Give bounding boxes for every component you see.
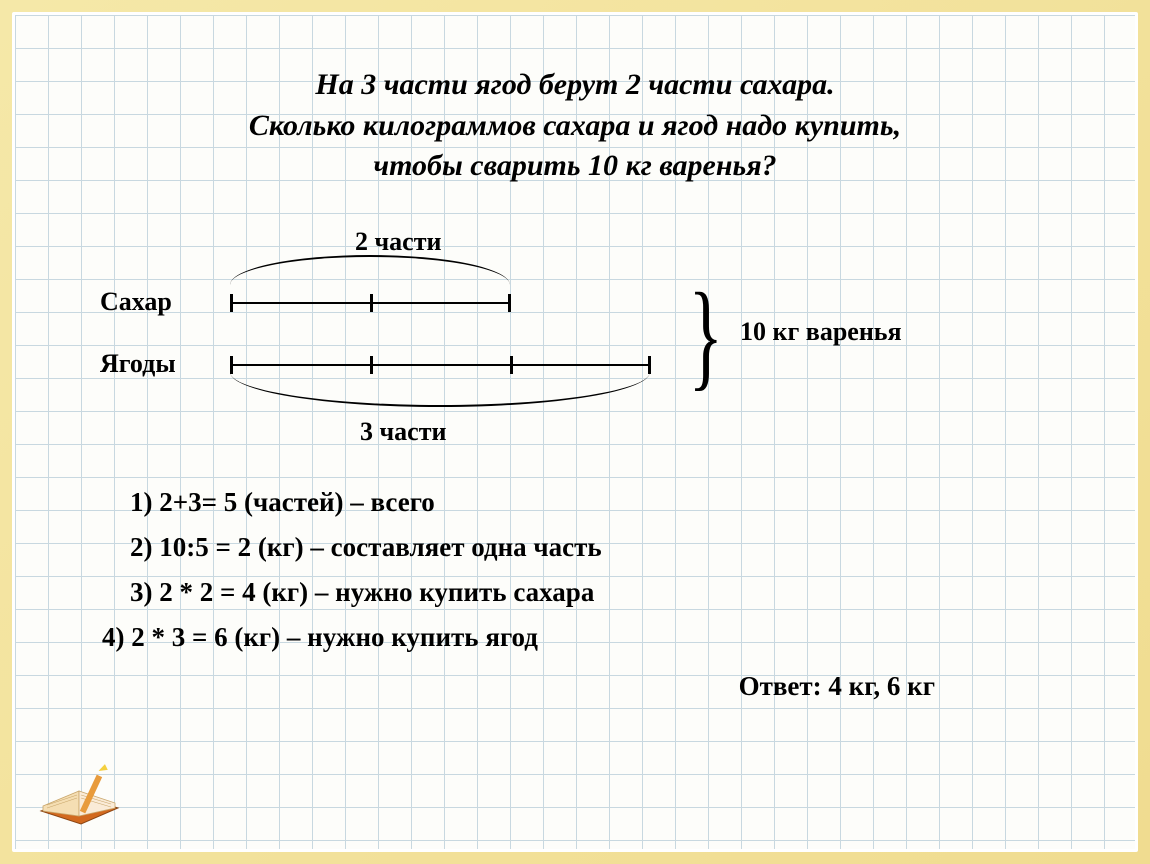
step-4: 4) 2 * 3 = 6 (кг) – нужно купить ягод [102, 622, 1075, 653]
notebook-icon [33, 756, 133, 831]
berries-parts-label: 3 части [360, 417, 446, 447]
slide-frame: На 3 части ягод берут 2 части сахара. Ск… [0, 0, 1150, 864]
tick [648, 356, 651, 374]
sugar-line [230, 302, 510, 305]
grid-paper: На 3 части ягод берут 2 части сахара. Ск… [15, 15, 1135, 849]
berries-arc [230, 372, 650, 407]
sugar-row-label: Сахар [100, 287, 172, 317]
berries-row-label: Ягоды [100, 349, 176, 379]
problem-line-3: чтобы сварить 10 кг варенья? [373, 149, 776, 182]
problem-line-1: На 3 части ягод берут 2 части сахара. [315, 68, 834, 101]
step-3: 3) 2 * 2 = 4 (кг) – нужно купить сахара [130, 577, 1075, 608]
solution-steps: 1) 2+3= 5 (частей) – всего 2) 10:5 = 2 (… [75, 487, 1075, 653]
problem-line-2: Сколько килограммов сахара и ягод надо к… [249, 109, 901, 142]
tick [230, 294, 233, 312]
ratio-diagram: 2 части Сахар Ягоды 3 части } [75, 227, 1075, 467]
sugar-arc [230, 255, 510, 285]
tick [230, 356, 233, 374]
white-border: На 3 части ягод берут 2 части сахара. Ск… [12, 12, 1138, 852]
tick [370, 294, 373, 312]
step-1: 1) 2+3= 5 (частей) – всего [130, 487, 1075, 518]
problem-statement: На 3 части ягод берут 2 части сахара. Ск… [75, 65, 1075, 187]
tick [508, 294, 511, 312]
answer: Ответ: 4 кг, 6 кг [75, 671, 1075, 702]
sugar-parts-label: 2 части [355, 227, 441, 257]
tick [370, 356, 373, 374]
berries-line [230, 364, 650, 367]
step-2: 2) 10:5 = 2 (кг) – составляет одна часть [130, 532, 1075, 563]
tick [510, 356, 513, 374]
total-jam-label: 10 кг варенья [740, 317, 902, 347]
curly-brace-icon: } [689, 275, 724, 395]
